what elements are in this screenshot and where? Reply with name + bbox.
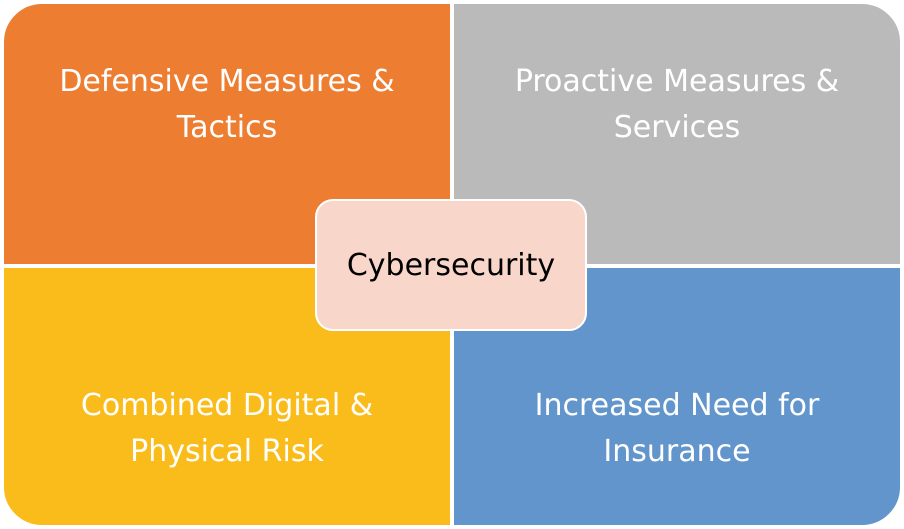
center-topic-label: Cybersecurity <box>346 247 556 283</box>
quadrant-label: Proactive Measures & Services <box>514 64 840 145</box>
center-topic-box: Cybersecurity <box>315 199 587 331</box>
quadrant-label: Increased Need for Insurance <box>534 388 820 469</box>
quadrant-label: Defensive Measures & Tactics <box>59 64 395 145</box>
quadrant-label: Combined Digital & Physical Risk <box>80 388 374 469</box>
quadrant-defensive-measures: Defensive Measures & Tactics <box>2 2 452 266</box>
